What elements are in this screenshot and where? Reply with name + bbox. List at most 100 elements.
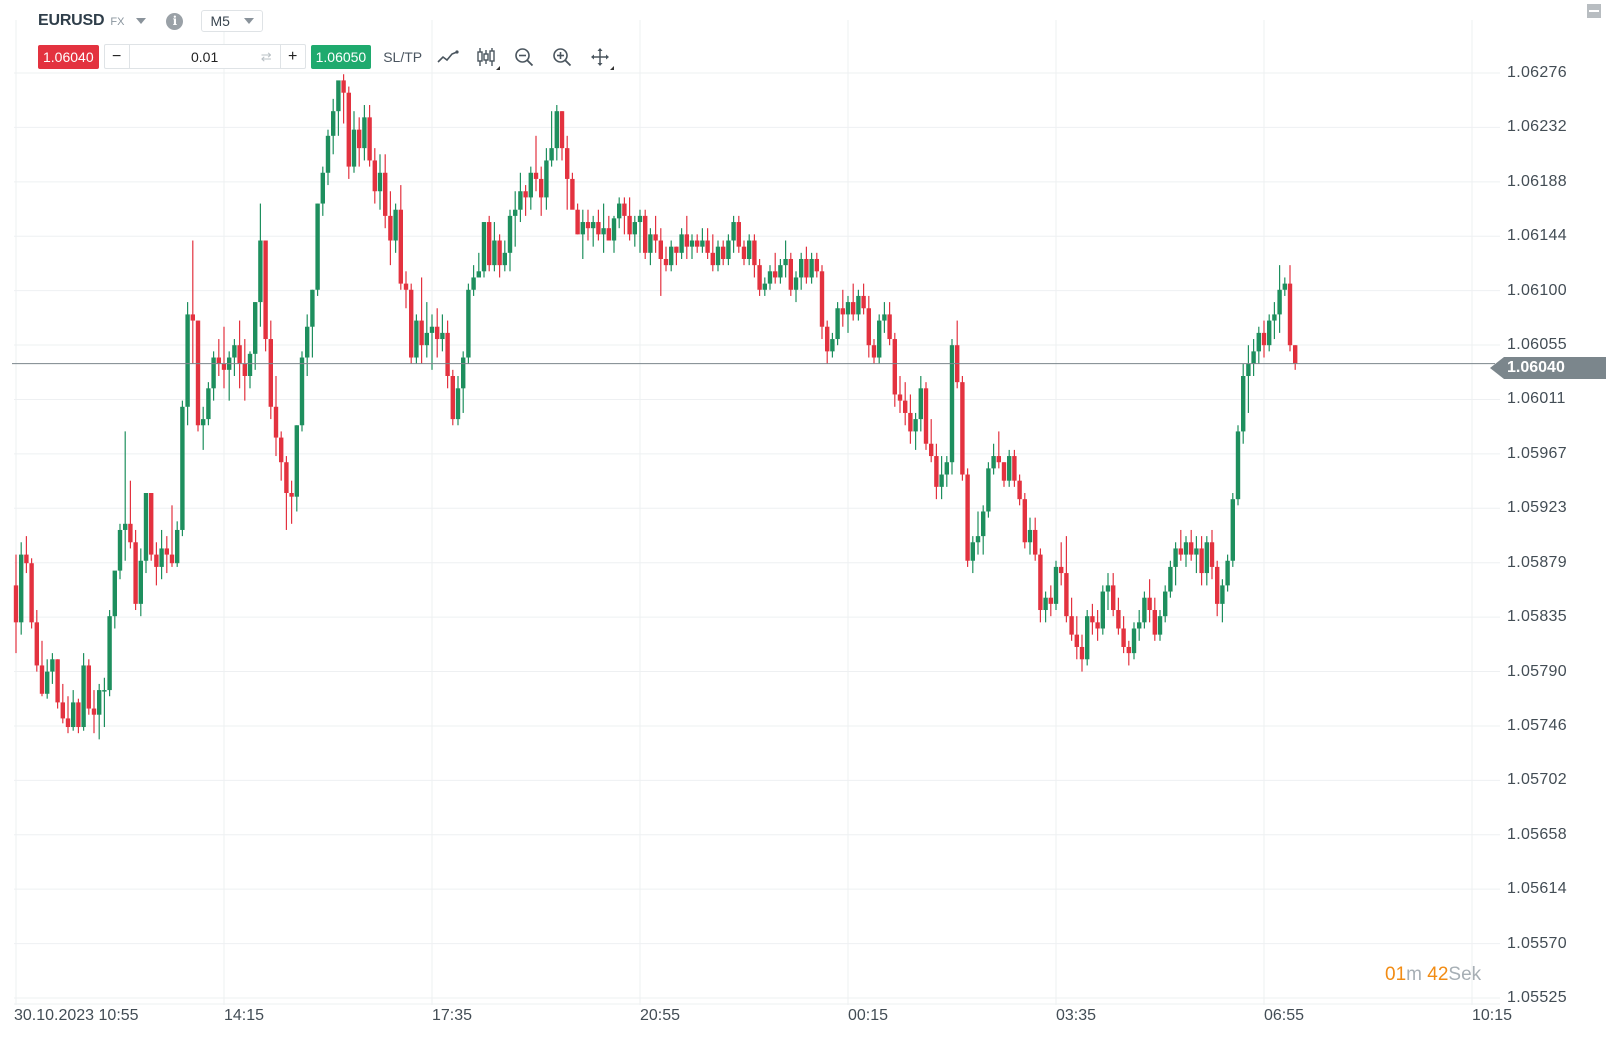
time-tick-label: 06:55	[1264, 1007, 1305, 1024]
increase-quantity-button[interactable]: +	[279, 45, 305, 68]
candle	[1183, 542, 1189, 555]
candle	[1017, 480, 1022, 500]
candle	[1293, 345, 1298, 364]
timeframe-select[interactable]: M5	[201, 10, 264, 32]
candle	[445, 332, 450, 376]
candle	[871, 345, 877, 358]
candle	[1147, 597, 1152, 611]
candle	[585, 222, 591, 229]
candle	[523, 191, 528, 198]
candle	[513, 209, 518, 216]
candle	[377, 172, 383, 192]
candle	[689, 240, 695, 247]
candle	[840, 308, 845, 315]
candle	[185, 314, 190, 407]
candle	[866, 308, 871, 346]
candle	[383, 172, 388, 216]
candle	[684, 234, 689, 247]
price-tick-label: 1.05923	[1507, 499, 1567, 517]
candle	[476, 271, 481, 278]
quantity-stepper: − 0.01 ⇄ +	[103, 44, 306, 69]
candle	[299, 357, 305, 426]
decrease-quantity-button[interactable]: −	[105, 45, 130, 68]
candle	[237, 345, 242, 364]
time-tick-label: 10:15	[1472, 1007, 1513, 1024]
candle	[1069, 616, 1074, 635]
candle	[461, 357, 466, 389]
candle	[1131, 628, 1137, 654]
candle	[45, 671, 50, 694]
countdown-seconds: 42	[1427, 964, 1449, 985]
timeframe-chevron-down-icon	[244, 18, 255, 24]
candle	[1111, 585, 1116, 611]
candle	[24, 554, 29, 564]
candle	[996, 456, 1001, 463]
candle	[653, 234, 658, 241]
candle	[601, 228, 606, 235]
candle	[346, 92, 351, 167]
quantity-input[interactable]: 0.01 ⇄	[130, 45, 280, 68]
candle	[960, 382, 965, 475]
candle	[1194, 548, 1199, 555]
candle	[695, 240, 700, 247]
symbol-name[interactable]: EURUSD	[38, 12, 105, 29]
price-marker-arrow-icon	[1490, 357, 1504, 379]
candlestick-icon[interactable]	[474, 45, 501, 70]
candle	[123, 523, 128, 530]
candle	[294, 425, 299, 497]
candle	[1189, 542, 1194, 555]
price-tick-label: 1.06100	[1507, 281, 1567, 299]
price-tick-label: 1.06144	[1507, 227, 1567, 245]
minimize-button[interactable]	[1587, 4, 1601, 18]
candle	[887, 314, 892, 340]
swap-icon[interactable]: ⇄	[260, 49, 272, 64]
sell-button[interactable]: 1.06040	[38, 44, 99, 69]
move-crosshair-icon[interactable]	[588, 45, 615, 70]
candle	[60, 702, 65, 719]
candle	[851, 302, 856, 315]
candle	[242, 363, 247, 376]
candle	[1282, 283, 1287, 290]
candle	[76, 702, 81, 728]
candle	[565, 148, 570, 179]
zoom-in-icon[interactable]	[550, 45, 574, 69]
candle	[507, 215, 513, 253]
candle	[107, 616, 112, 691]
info-icon[interactable]: i	[166, 12, 184, 30]
candle	[1126, 646, 1131, 654]
candle	[133, 542, 138, 604]
candle	[112, 570, 117, 617]
candle	[201, 419, 206, 426]
candle	[663, 258, 669, 266]
line-chart-icon[interactable]	[436, 45, 460, 69]
candle	[804, 258, 809, 278]
candle	[882, 314, 887, 321]
candle	[1105, 585, 1111, 592]
candle	[949, 345, 955, 463]
candle	[492, 240, 497, 266]
candle	[289, 493, 294, 497]
candle	[29, 563, 34, 623]
buy-button[interactable]: 1.06050	[310, 44, 372, 69]
candle	[715, 246, 721, 266]
candle	[710, 252, 715, 266]
candle	[419, 320, 424, 346]
candle	[606, 228, 611, 241]
candle	[1157, 616, 1163, 635]
candle	[549, 148, 554, 161]
symbol-dropdown-chevron-icon[interactable]	[136, 18, 147, 24]
candle	[1027, 529, 1033, 543]
candle	[658, 240, 663, 259]
candle	[793, 277, 799, 290]
candle	[102, 690, 107, 692]
candle	[86, 665, 91, 709]
sltp-button[interactable]: SL/TP	[383, 48, 423, 65]
candle	[1173, 548, 1178, 567]
candle	[169, 554, 175, 564]
candle	[1033, 529, 1038, 555]
candle	[1168, 566, 1173, 592]
candle	[674, 246, 679, 253]
zoom-out-icon[interactable]	[512, 45, 536, 69]
candle	[1152, 610, 1157, 635]
